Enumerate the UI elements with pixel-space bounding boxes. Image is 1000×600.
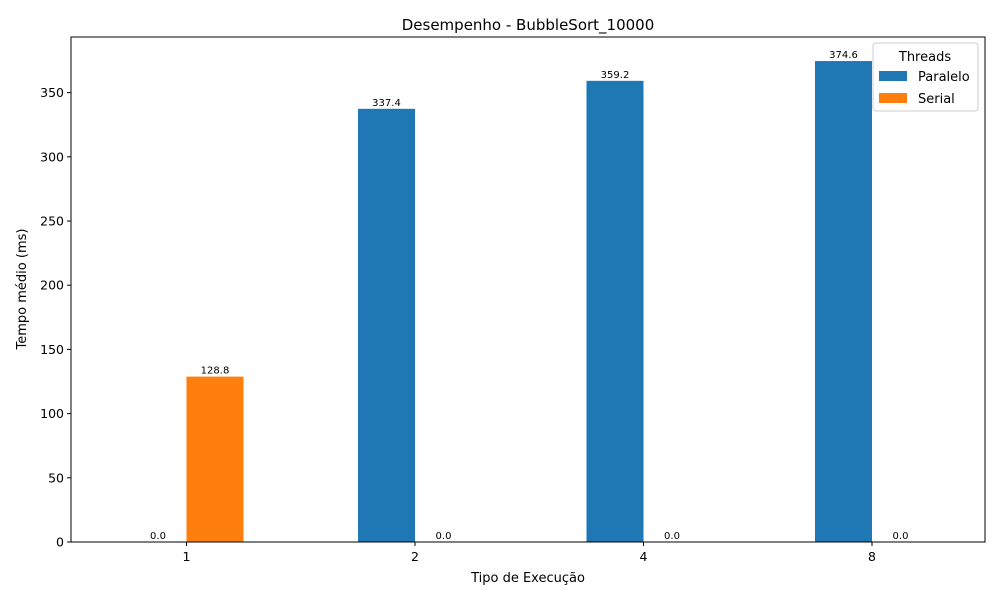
y-tick-label: 250 <box>40 214 64 229</box>
bar-value-label: 337.4 <box>372 98 401 109</box>
legend: Threads Paralelo Serial <box>872 42 979 112</box>
legend-swatch-serial <box>879 93 907 103</box>
bar-paralelo-4 <box>586 80 644 542</box>
x-tick-label: 4 <box>640 549 648 564</box>
y-tick-label: 100 <box>40 406 64 421</box>
x-axis-label: Tipo de Execução <box>470 571 585 586</box>
plot-area: 0 50 100 150 200 250 300 350 1 0.0 128.8 2 337.4 0.0 4… <box>40 50 908 564</box>
y-tick-label: 200 <box>40 278 64 293</box>
chart-title: Desempenho - BubbleSort_10000 <box>402 16 655 35</box>
x-tick-label: 1 <box>183 549 191 564</box>
bar-serial-1 <box>186 376 244 542</box>
plot-frame <box>70 36 986 543</box>
x-tick-label: 8 <box>868 549 876 564</box>
y-tick-label: 350 <box>40 85 64 100</box>
legend-swatch-paralelo <box>879 71 907 81</box>
bar-value-label: 128.8 <box>201 366 230 377</box>
legend-label-serial: Serial <box>918 92 955 107</box>
y-tick-label: 50 <box>48 470 64 485</box>
y-axis-label: Tempo médio (ms) <box>15 229 30 351</box>
bar-value-label: 359.2 <box>601 70 630 81</box>
legend-label-paralelo: Paralelo <box>918 70 970 85</box>
bar-value-label: 0.0 <box>150 531 166 542</box>
y-tick-label: 0 <box>56 535 64 550</box>
bar-value-label: 0.0 <box>436 531 452 542</box>
bar-value-label: 374.6 <box>829 50 858 61</box>
bar-value-label: 0.0 <box>893 531 909 542</box>
y-tick-label: 300 <box>40 149 64 164</box>
bar-paralelo-2 <box>358 108 415 542</box>
legend-title: Threads <box>898 50 951 65</box>
x-tick-label: 2 <box>411 549 419 564</box>
y-tick-label: 150 <box>40 342 64 357</box>
bar-paralelo-8 <box>815 61 872 543</box>
bar-value-label: 0.0 <box>664 531 680 542</box>
